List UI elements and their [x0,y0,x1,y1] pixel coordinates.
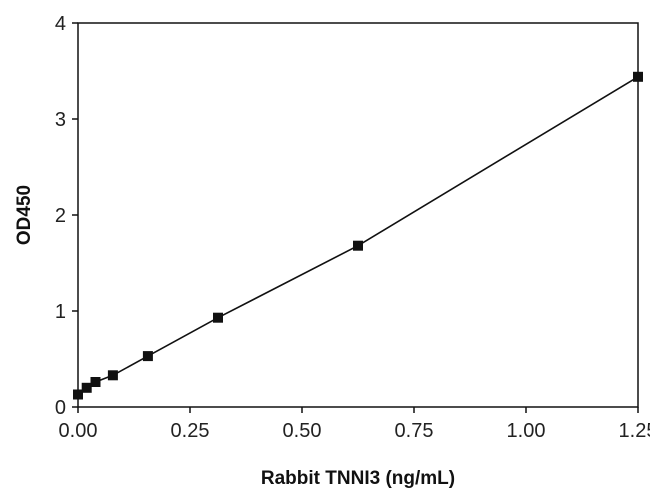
x-tick-label: 0.00 [59,420,98,442]
x-tick-label: 1.25 [619,420,650,442]
x-axis-ticks: 0.00 0.25 0.50 0.75 1.00 1.25 [59,407,650,442]
y-tick-label: 3 [55,109,66,131]
fit-curve [77,76,639,396]
data-point [633,71,643,82]
data-point [73,389,83,400]
y-axis-title: OD450 [14,185,35,245]
data-point [107,370,118,381]
y-tick-label: 0 [55,397,66,419]
x-axis-title: Rabbit TNNI3 (ng/mL) [261,468,455,489]
x-tick-label: 1.00 [507,420,546,442]
x-tick-label: 0.25 [171,420,210,442]
data-point [142,351,153,362]
y-tick-label: 1 [55,301,66,323]
data-point [213,312,223,323]
data-point [90,377,101,387]
x-tick-label: 0.50 [283,420,322,442]
data-point [81,382,92,393]
y-tick-label: 2 [55,205,66,227]
plot-frame [77,22,639,408]
x-tick-label: 0.75 [395,420,434,442]
y-tick-label: 4 [55,13,66,35]
data-point [353,240,363,251]
series-layer [73,71,643,400]
y-axis-ticks: 0 1 2 3 4 [55,13,78,419]
